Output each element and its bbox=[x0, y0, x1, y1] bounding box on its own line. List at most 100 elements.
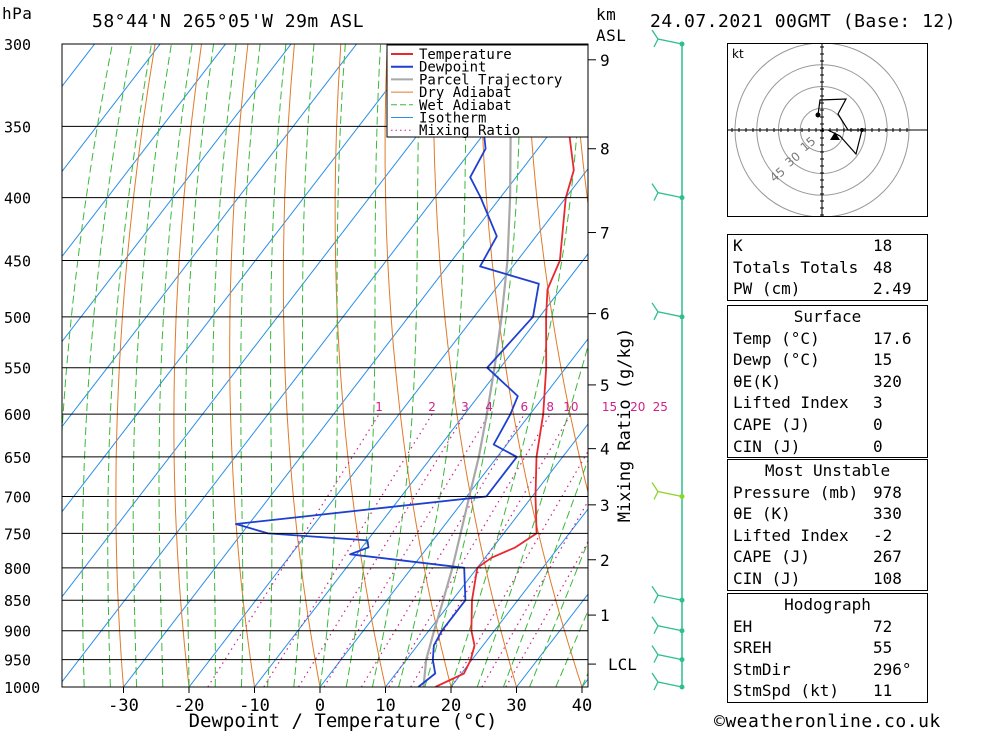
wind-barb bbox=[651, 645, 683, 663]
index-value: -2 bbox=[873, 525, 893, 545]
pressure-tick-label: 550 bbox=[4, 360, 31, 378]
index-row: θE (K) 330 bbox=[728, 503, 927, 525]
legend-entry: Isotherm bbox=[419, 111, 486, 127]
pressure-tick-label: 900 bbox=[4, 623, 31, 641]
mixing-ratio-axis-title: Mixing Ratio (g/kg) bbox=[615, 328, 635, 522]
wind-barb bbox=[651, 183, 683, 201]
temperature-tick-label: 0 bbox=[315, 696, 325, 716]
hodograph-storm-motion-marker bbox=[830, 132, 840, 140]
hodograph-top-dot bbox=[860, 128, 864, 132]
height-tick-label: 5 bbox=[600, 376, 610, 395]
index-key: EH bbox=[733, 616, 753, 636]
index-key: Lifted Index bbox=[733, 393, 849, 413]
index-key: Totals Totals bbox=[733, 257, 859, 277]
mixing-ratio-label: 15 bbox=[602, 400, 617, 414]
index-row: CAPE (J) 0 bbox=[728, 414, 927, 436]
index-key: Pressure (mb) bbox=[733, 482, 859, 502]
pressure-tick-label: 600 bbox=[4, 406, 31, 424]
dry-adiabat-line bbox=[966, 0, 1000, 713]
pressure-tick-label: 500 bbox=[4, 309, 31, 327]
pressure-tick-label: 450 bbox=[4, 253, 31, 271]
index-key: K bbox=[733, 236, 743, 255]
mixing-ratio-line bbox=[297, 413, 466, 687]
index-key: θE (K) bbox=[733, 504, 791, 524]
index-key: CAPE (J) bbox=[733, 414, 811, 434]
height-tick-label: 3 bbox=[600, 496, 610, 515]
index-row: CIN (J) 108 bbox=[728, 568, 927, 590]
wind-barb bbox=[651, 482, 683, 500]
mixing-ratio-line bbox=[505, 540, 588, 687]
wind-barb bbox=[651, 29, 683, 48]
index-value: 11 bbox=[873, 681, 893, 701]
height-tick-label: 4 bbox=[600, 440, 610, 459]
hodograph-ring-label: 15 bbox=[798, 134, 819, 155]
hodograph-panel: kt 15 30 45 bbox=[727, 39, 928, 218]
isotherm-line bbox=[62, 44, 96, 88]
index-row: Pressure (mb) 978 bbox=[728, 482, 927, 504]
index-key: Lifted Index bbox=[733, 525, 849, 545]
location-title: 58°44'N 265°05'W 29m ASL bbox=[92, 11, 365, 32]
dry-adiabat-line bbox=[922, 0, 1000, 713]
wind-barb bbox=[651, 302, 683, 321]
wet-adiabat-line bbox=[81, 44, 133, 687]
index-value: 108 bbox=[873, 568, 902, 588]
asl-label: ASL bbox=[596, 26, 627, 45]
most-unstable-title: Most Unstable bbox=[764, 461, 891, 480]
mixing-ratio-line bbox=[388, 413, 551, 687]
index-key: Temp (°C) bbox=[733, 328, 820, 348]
pressure-tick-label: 350 bbox=[4, 118, 31, 136]
km-label: km bbox=[596, 5, 617, 24]
pressure-tick-label: 1000 bbox=[4, 679, 40, 697]
mixing-ratio-label: 10 bbox=[563, 400, 578, 414]
copyright-link[interactable]: ©weatheronline.co.uk bbox=[714, 711, 941, 732]
index-row: Temp (°C) 17.6 bbox=[728, 328, 927, 350]
temperature-tick-label: 20 bbox=[441, 696, 461, 716]
surface-box: Surface Temp (°C) 17.6 Dewp (°C) 15 θE(K) 320… bbox=[727, 305, 928, 459]
mixing-ratio-label: 4 bbox=[485, 400, 493, 414]
index-key: StmSpd (kt) bbox=[733, 681, 839, 701]
mixing-ratio-label: 25 bbox=[653, 400, 668, 414]
wet-adiabat-line bbox=[293, 44, 315, 687]
temperature-tick-label: -20 bbox=[174, 696, 205, 716]
index-row: StmDir 296° bbox=[728, 659, 927, 681]
index-value: 55 bbox=[873, 638, 893, 658]
datetime-label: 24.07.2021 00GMT (Base: 12) bbox=[650, 11, 957, 32]
mixing-ratio-label: 3 bbox=[461, 400, 469, 414]
wind-barb bbox=[651, 672, 683, 691]
index-value: 296° bbox=[873, 659, 912, 679]
index-row: Totals Totals 48 bbox=[728, 257, 927, 279]
dewpoint-line bbox=[235, 44, 540, 687]
isotherm-line bbox=[385, 423, 588, 687]
mixing-ratio-line bbox=[360, 413, 525, 687]
hodograph-unit: kt bbox=[732, 47, 744, 61]
legend-entry: Temperature bbox=[419, 47, 512, 63]
index-row: K 18 bbox=[728, 235, 927, 257]
index-value: 0 bbox=[873, 414, 883, 434]
index-row: Lifted Index -2 bbox=[728, 525, 927, 547]
index-value: 320 bbox=[873, 371, 902, 391]
temperature-tick-label: 30 bbox=[506, 696, 526, 716]
pressure-tick-label: 750 bbox=[4, 525, 31, 543]
wet-adiabat-line bbox=[371, 44, 422, 687]
x-axis-title: Dewpoint / Temperature (°C) bbox=[189, 710, 498, 732]
temperature-tick-label: 10 bbox=[375, 696, 395, 716]
index-value: 267 bbox=[873, 547, 902, 567]
index-row: θE(K) 320 bbox=[728, 371, 927, 393]
legend-box bbox=[386, 44, 589, 138]
index-key: θE(K) bbox=[733, 371, 782, 391]
index-value: 17.6 bbox=[873, 328, 912, 348]
height-tick-label: LCL bbox=[608, 655, 637, 674]
wet-adiabat-line bbox=[529, 540, 588, 687]
hodograph-surface-dot bbox=[815, 112, 821, 118]
dry-adiabat-line bbox=[115, 44, 156, 687]
index-value: 2.49 bbox=[873, 279, 912, 299]
most-unstable-box: Most Unstable Pressure (mb) 978 θE (K) 330 L… bbox=[727, 459, 928, 591]
pressure-tick-label: 850 bbox=[4, 592, 31, 610]
pressure-tick-label: 650 bbox=[4, 449, 31, 467]
wet-adiabat-line bbox=[555, 609, 588, 687]
wet-adiabat-line bbox=[345, 44, 382, 687]
index-key: PW (cm) bbox=[733, 279, 801, 299]
